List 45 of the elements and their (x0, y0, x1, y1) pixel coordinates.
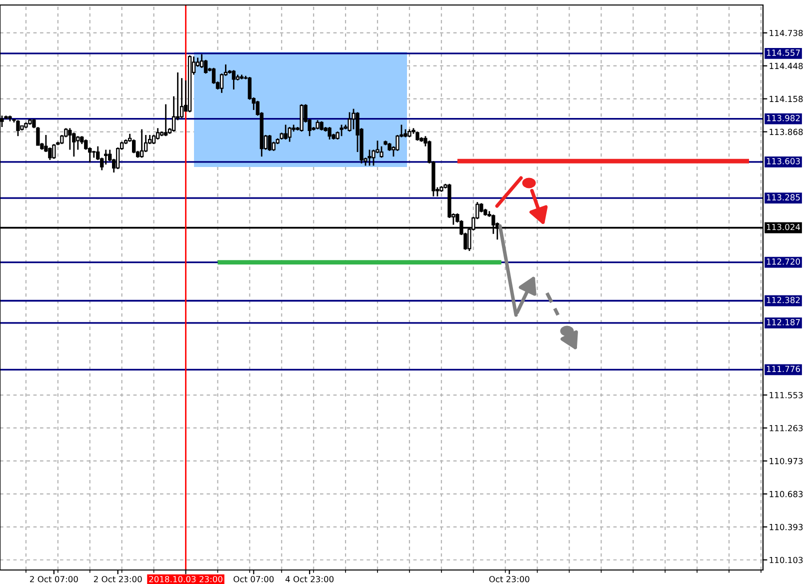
ref-line-label: 114.557 (766, 50, 800, 56)
candlestick (348, 112, 352, 132)
y-tick-label: 111.263 (770, 424, 803, 432)
candlestick (164, 104, 168, 137)
ref-line-label: 111.776 (766, 366, 800, 372)
y-tick-label: 110.393 (770, 524, 803, 530)
candlestick (316, 119, 320, 130)
x-tick-label: 2018.10.03 23:00 (149, 576, 222, 582)
candlestick (268, 134, 272, 152)
ref-line-label: 113.603 (766, 158, 800, 164)
y-tick-label: 114.738 (770, 30, 803, 36)
candlestick (76, 135, 80, 150)
candlestick (52, 143, 56, 160)
candlestick (288, 126, 292, 142)
candlestick (72, 132, 76, 158)
ref-line-label: 112.187 (766, 319, 800, 326)
candlestick (284, 124, 288, 140)
candlestick (416, 130, 420, 142)
y-tick-label: 110.103 (770, 556, 803, 564)
ref-line-label: 113.285 (766, 194, 800, 200)
y-tick-label: 111.553 (770, 392, 803, 398)
candlestick (368, 149, 372, 166)
candlestick (104, 149, 108, 166)
ref-line-label: 112.382 (766, 296, 800, 304)
candlestick (16, 119, 20, 137)
candlestick (200, 54, 204, 69)
x-tick-label: Oct 07:00 (234, 576, 274, 582)
candlestick (140, 128, 144, 158)
candlestick (320, 120, 324, 132)
x-tick-label: 2 Oct 07:00 (30, 576, 78, 582)
ref-line-label: 113.982 (766, 114, 800, 122)
candlestick (156, 127, 160, 140)
ref-line-label: 113.024 (766, 224, 800, 230)
y-tick-label: 114.448 (770, 62, 803, 70)
y-tick-label: 114.158 (770, 96, 803, 102)
y-tick-label: 110.973 (770, 458, 803, 464)
ref-line-label: 112.720 (766, 258, 800, 265)
y-tick-label: 110.683 (770, 490, 803, 498)
x-tick-label: 4 Oct 23:00 (285, 576, 334, 582)
y-tick-label: 113.868 (770, 128, 803, 136)
candlestick (328, 126, 332, 140)
candlestick (340, 124, 344, 137)
x-tick-label: Oct 23:00 (489, 576, 530, 582)
candlestick (232, 69, 236, 90)
x-tick-label: 2 Oct 23:00 (94, 576, 142, 582)
